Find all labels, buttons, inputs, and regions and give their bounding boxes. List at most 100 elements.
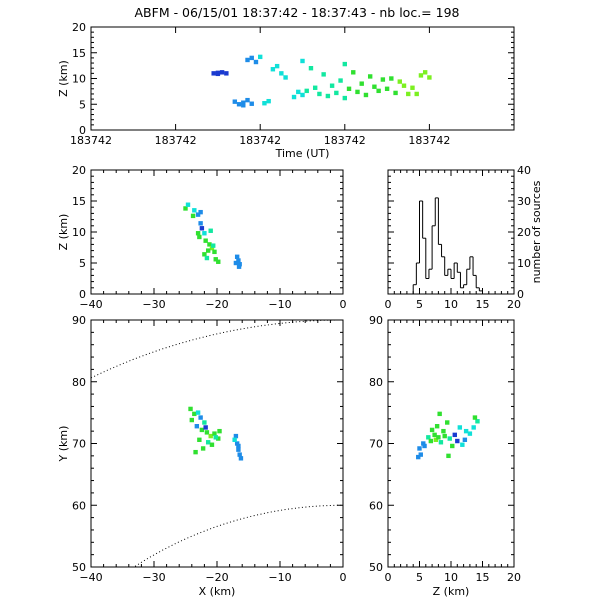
source-point <box>418 452 423 457</box>
source-point <box>274 63 280 69</box>
source-point <box>232 99 238 104</box>
y-tick-label: 10 <box>517 257 531 270</box>
source-point <box>211 71 216 76</box>
source-point <box>236 443 241 449</box>
y-tick-label: 90 <box>72 314 86 327</box>
source-point <box>198 209 203 215</box>
source-point <box>410 85 415 90</box>
time-z-frame <box>90 26 515 131</box>
source-point <box>467 431 473 436</box>
source-point <box>312 85 318 90</box>
source-point <box>208 228 213 233</box>
y-tick-label: 70 <box>369 438 383 451</box>
source-point <box>457 425 463 430</box>
source-point <box>249 55 254 61</box>
source-point <box>317 91 322 97</box>
source-point <box>258 54 263 60</box>
source-point <box>472 415 478 420</box>
source-point <box>438 440 444 445</box>
source-point <box>199 427 205 433</box>
source-point <box>270 67 276 72</box>
x-z-frame <box>90 169 344 295</box>
source-point <box>346 86 352 91</box>
source-point <box>372 84 377 89</box>
source-point <box>426 435 431 440</box>
source-point <box>380 77 386 82</box>
source-point <box>471 425 476 430</box>
z-y-frame <box>387 319 515 568</box>
source-point <box>216 259 221 264</box>
source-point <box>233 433 239 439</box>
source-point <box>198 415 203 420</box>
source-point <box>219 70 225 75</box>
source-point <box>205 248 211 253</box>
source-point <box>329 83 335 88</box>
source-point <box>217 428 222 434</box>
source-point <box>195 231 201 236</box>
y-tick-label: 0 <box>79 288 86 301</box>
source-point <box>445 420 450 425</box>
source-point <box>236 264 242 269</box>
x-tick-label: −30 <box>142 571 165 584</box>
source-point <box>437 411 442 417</box>
source-point <box>325 93 331 99</box>
source-point <box>389 76 394 81</box>
x-tick-label: −10 <box>268 571 291 584</box>
source-point <box>216 436 221 441</box>
range-ring-inner <box>134 504 343 567</box>
y-tick-label: 60 <box>369 499 383 512</box>
x-tick-label: 0 <box>385 298 392 311</box>
source-point <box>447 436 452 441</box>
source-point <box>455 438 460 444</box>
source-point <box>363 92 369 98</box>
source-point <box>422 443 427 449</box>
x-tick-label: −40 <box>79 298 102 311</box>
source-point <box>202 231 207 236</box>
source-point <box>213 257 218 262</box>
y-tick-label: 30 <box>517 195 531 208</box>
x-tick-label: 5 <box>416 571 423 584</box>
source-point <box>351 70 356 75</box>
source-point <box>202 420 207 425</box>
y-tick-label: 10 <box>72 226 86 239</box>
source-point <box>212 431 217 436</box>
source-point <box>417 446 422 451</box>
source-point <box>209 442 215 447</box>
source-point <box>202 252 207 257</box>
source-point <box>414 91 419 97</box>
x-tick-label: 15 <box>476 298 490 311</box>
y-tick-label: 90 <box>369 314 383 327</box>
source-point <box>192 208 197 213</box>
source-point <box>376 88 381 94</box>
source-point <box>279 71 284 76</box>
source-point <box>300 58 305 64</box>
source-point <box>334 90 339 96</box>
source-point <box>234 441 240 446</box>
source-point <box>238 456 244 461</box>
y-tick-label: 20 <box>517 226 531 239</box>
source-point <box>241 103 246 108</box>
x-tick-label: 183742 <box>324 134 366 147</box>
y-tick-label: 60 <box>72 499 86 512</box>
source-point <box>452 432 457 438</box>
source-point <box>194 424 200 429</box>
y-axis-label: Z (km) <box>57 214 70 251</box>
z-y-panel: 50 60 70 80 90 0 5 10 15 20 Z (km) <box>369 314 521 598</box>
x-tick-label: −20 <box>205 571 228 584</box>
source-point <box>249 101 254 106</box>
x-tick-label: 5 <box>416 298 423 311</box>
y-tick-label: 10 <box>72 73 86 86</box>
source-point <box>185 202 191 207</box>
source-point <box>463 428 469 434</box>
range-ring-outer <box>90 319 343 379</box>
source-point <box>203 425 208 430</box>
x-tick-label: −20 <box>205 298 228 311</box>
source-point <box>300 92 305 98</box>
source-point <box>446 453 451 459</box>
x-tick-label: 20 <box>507 298 521 311</box>
source-point <box>441 428 446 434</box>
source-point <box>296 89 301 95</box>
source-point <box>195 410 201 415</box>
source-point <box>192 411 197 417</box>
